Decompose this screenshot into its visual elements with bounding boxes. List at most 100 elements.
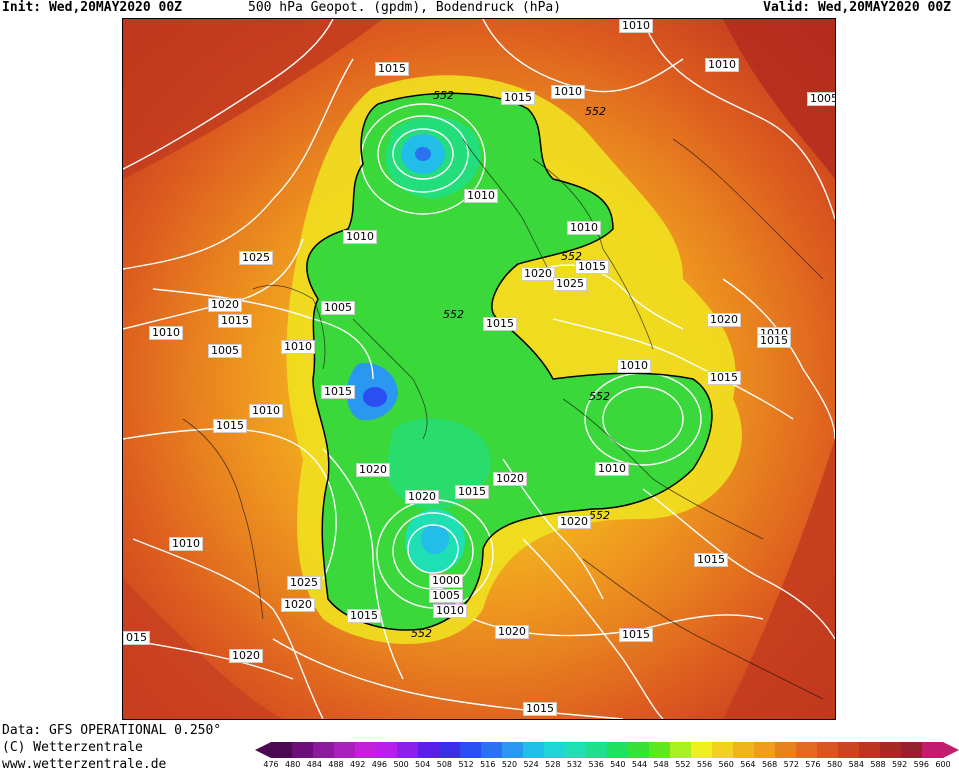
legend-tick-label: 580 [826, 760, 843, 769]
isobar-label: 1010 [567, 221, 601, 235]
low-deep-center [363, 387, 387, 407]
copyright-label: (C) Wetterzentrale [2, 740, 143, 755]
isobar-label: 1015 [575, 260, 609, 274]
geopotential-552-contour [306, 92, 713, 631]
init-time-label: Init: Wed,20MAY2020 00Z [2, 0, 183, 15]
legend-swatch [628, 742, 650, 758]
legend-swatch [796, 742, 818, 758]
legend-tick-label: 552 [675, 760, 691, 769]
legend-tick-label: 516 [480, 760, 496, 769]
legend-tick-label: 540 [610, 760, 626, 769]
geopotential-label: 552 [589, 390, 610, 403]
legend-tick-label: 492 [350, 760, 366, 769]
legend-swatch [418, 742, 440, 758]
isobar-label: 015 [123, 631, 150, 645]
red-zone-ne [723, 19, 835, 179]
legend-tick-label: 508 [436, 760, 453, 769]
legend-tick-label: 496 [371, 760, 388, 769]
legend-tick-label: 500 [393, 760, 409, 769]
geopotential-label: 552 [433, 89, 454, 102]
legend-swatch [670, 742, 692, 758]
legend-tick-label: 504 [415, 760, 431, 769]
isobar-label: 1020 [356, 463, 390, 477]
isobar-label: 1015 [694, 553, 728, 567]
map-canvas [123, 19, 835, 719]
isobar-label: 1020 [229, 649, 263, 663]
legend-tick-label: 536 [588, 760, 604, 769]
legend-tick-label: 520 [501, 760, 518, 769]
map-title: 500 hPa Geopot. (gpdm), Bodendruck (hPa) [248, 0, 562, 15]
isobar-label: 1010 [343, 230, 377, 244]
legend-tick-label: 528 [545, 760, 561, 769]
isobar-label: 1020 [557, 515, 591, 529]
isobar-label: 1005 [208, 344, 242, 358]
legend-swatch [376, 742, 398, 758]
isobar-label: 1010 [551, 85, 585, 99]
isobar-label: 1010 [595, 462, 629, 476]
legend-swatch [859, 742, 881, 758]
legend-swatch [439, 742, 461, 758]
isobar-label: 1015 [218, 314, 252, 328]
isobar-label: 1005 [429, 589, 463, 603]
legend-arrow-right [943, 742, 959, 758]
legend-tick-label: 488 [328, 760, 344, 769]
legend-swatch [922, 742, 944, 758]
legend-swatch [880, 742, 902, 758]
isobar-label: 1005 [807, 92, 835, 106]
legend-tick-label: 596 [913, 760, 929, 769]
legend-swatch [271, 742, 293, 758]
legend-tick-label: 600 [935, 760, 951, 769]
isobar-label: 1025 [287, 576, 321, 590]
isobar-label: 1015 [375, 62, 409, 76]
legend-swatch [481, 742, 503, 758]
isobar-label: 1015 [501, 91, 535, 105]
isobar-label: 1010 [617, 359, 651, 373]
legend-swatch [838, 742, 860, 758]
legend-tick-label: 592 [891, 760, 908, 769]
legend-swatch [502, 742, 524, 758]
legend-tick-label: 480 [285, 760, 301, 769]
legend-arrow-left [255, 742, 271, 758]
legend-swatch [397, 742, 419, 758]
legend-tick-label: 572 [783, 760, 799, 769]
isobar-label: 1020 [208, 298, 242, 312]
isobar-label: 1025 [553, 277, 587, 291]
legend-swatch [460, 742, 482, 758]
geopotential-label: 552 [411, 627, 432, 640]
legend-swatch [901, 742, 923, 758]
legend-swatch [754, 742, 776, 758]
legend-tick-label: 584 [848, 760, 864, 769]
isobar-label: 1015 [707, 371, 741, 385]
legend-tick-label: 512 [458, 760, 474, 769]
legend-swatch [523, 742, 545, 758]
isobar-label: 1010 [464, 189, 498, 203]
legend-tick-label: 524 [523, 760, 539, 769]
legend-tick-label: 576 [805, 760, 821, 769]
legend-tick-label: 564 [740, 760, 756, 769]
geopotential-label: 552 [443, 308, 464, 321]
legend-tick-label: 568 [761, 760, 778, 769]
weather-map: 1010 1015 1010 1005 1015 1010 552 1010 1… [122, 18, 836, 720]
geopotential-label: 552 [561, 250, 582, 263]
isobar-label: 1015 [483, 317, 517, 331]
isobar-label: 1020 [521, 267, 555, 281]
isobar-label: 1010 [619, 19, 653, 33]
legend-swatch [544, 742, 566, 758]
website-link[interactable]: www.wetterzentrale.de [2, 757, 167, 772]
geopotential-label: 552 [589, 509, 610, 522]
legend-swatch [775, 742, 797, 758]
legend-tick-label: 548 [653, 760, 669, 769]
legend-swatch [733, 742, 755, 758]
legend-swatch [334, 742, 356, 758]
isobar-label: 1010 [249, 404, 283, 418]
isobar-label: 1015 [455, 485, 489, 499]
isobar-label: 1015 [347, 609, 381, 623]
data-source-label: Data: GFS OPERATIONAL 0.250° [2, 723, 222, 738]
isobar-label: 1015 [523, 702, 557, 716]
isobar-label: 1015 [757, 334, 791, 348]
low-center-north [415, 147, 431, 161]
isobar-label: 1010 [149, 326, 183, 340]
red-zone-sw [123, 579, 283, 719]
legend-tick-label: 544 [631, 760, 648, 769]
legend-swatch [292, 742, 314, 758]
